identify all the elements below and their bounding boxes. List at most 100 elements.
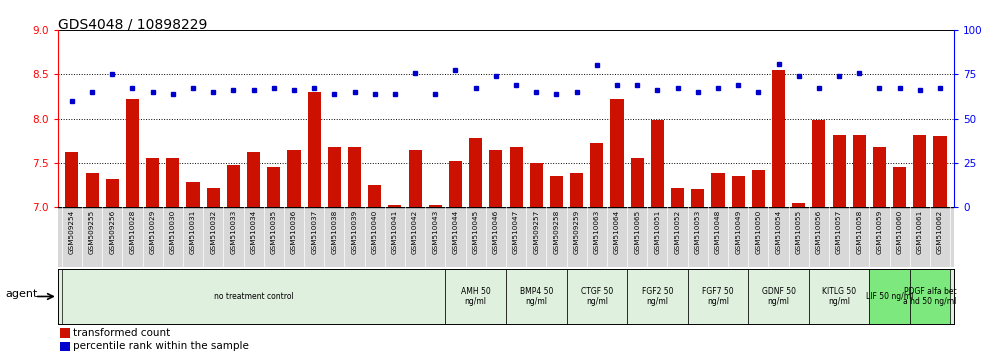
Bar [530, 163, 543, 207]
Bar [732, 176, 745, 207]
Bar [489, 149, 502, 207]
Text: KITLG 50
ng/ml: KITLG 50 ng/ml [822, 287, 857, 306]
Bar [106, 179, 119, 207]
Bar [62, 269, 445, 324]
Bar [567, 269, 627, 324]
Text: GSM510041: GSM510041 [392, 210, 398, 254]
Text: GSM510043: GSM510043 [432, 210, 438, 254]
Bar [186, 182, 199, 207]
Bar [469, 138, 482, 207]
Bar [506, 269, 567, 324]
Bar [752, 170, 765, 207]
Text: GSM509258: GSM509258 [554, 210, 560, 254]
Text: FGF7 50
ng/ml: FGF7 50 ng/ml [702, 287, 734, 306]
Text: GSM510052: GSM510052 [674, 210, 680, 254]
Bar [428, 205, 442, 207]
Bar [408, 149, 421, 207]
Bar [146, 159, 159, 207]
Bar [748, 269, 809, 324]
Bar [913, 135, 926, 207]
Bar [833, 135, 846, 207]
Bar [691, 189, 704, 207]
Text: GSM510038: GSM510038 [332, 210, 338, 254]
Bar [792, 203, 806, 207]
Text: GSM510063: GSM510063 [594, 210, 600, 254]
Text: GSM510062: GSM510062 [937, 210, 943, 254]
Bar [60, 329, 70, 338]
Text: GSM510055: GSM510055 [796, 210, 802, 254]
Text: PDGF alfa bet
a hd 50 ng/ml: PDGF alfa bet a hd 50 ng/ml [903, 287, 956, 306]
Text: transformed count: transformed count [74, 328, 170, 338]
Text: agent: agent [5, 289, 38, 299]
Bar [872, 147, 886, 207]
Text: GSM510037: GSM510037 [311, 210, 317, 254]
Text: GSM510059: GSM510059 [876, 210, 882, 254]
Bar [449, 161, 462, 207]
Bar [933, 136, 946, 207]
Bar [813, 120, 826, 207]
Bar [388, 205, 401, 207]
Bar [870, 269, 909, 324]
Bar [671, 188, 684, 207]
Bar [60, 342, 70, 351]
Text: GSM510031: GSM510031 [190, 210, 196, 254]
Text: GSM510053: GSM510053 [695, 210, 701, 254]
Text: BMP4 50
ng/ml: BMP4 50 ng/ml [520, 287, 553, 306]
Bar [893, 167, 906, 207]
Bar [369, 185, 381, 207]
Text: GSM510058: GSM510058 [857, 210, 863, 254]
Bar [247, 152, 260, 207]
Bar [687, 269, 748, 324]
Text: GSM510029: GSM510029 [149, 210, 155, 254]
Bar [630, 159, 643, 207]
Bar [550, 176, 563, 207]
Bar [611, 99, 623, 207]
Text: GSM510054: GSM510054 [776, 210, 782, 254]
Text: GSM510061: GSM510061 [917, 210, 923, 254]
Bar [809, 269, 870, 324]
Bar [650, 120, 664, 207]
Bar [445, 269, 506, 324]
Text: GSM510035: GSM510035 [271, 210, 277, 254]
Text: GSM510064: GSM510064 [614, 210, 620, 254]
Text: GSM509254: GSM509254 [69, 210, 75, 254]
Bar [627, 269, 687, 324]
Text: GDNF 50
ng/ml: GDNF 50 ng/ml [762, 287, 796, 306]
Bar [591, 143, 604, 207]
Bar [125, 99, 139, 207]
Text: GSM510032: GSM510032 [210, 210, 216, 254]
Bar [909, 269, 950, 324]
Bar [66, 152, 79, 207]
Bar [772, 70, 785, 207]
Text: GSM509256: GSM509256 [110, 210, 116, 254]
Text: no treatment control: no treatment control [214, 292, 294, 301]
Text: GSM510046: GSM510046 [493, 210, 499, 254]
Text: GSM510065: GSM510065 [634, 210, 640, 254]
Bar [570, 173, 584, 207]
Bar [853, 135, 866, 207]
Text: CTGF 50
ng/ml: CTGF 50 ng/ml [581, 287, 613, 306]
Text: GSM510030: GSM510030 [170, 210, 176, 254]
Bar [510, 147, 523, 207]
Text: GSM510036: GSM510036 [291, 210, 297, 254]
Text: LIF 50 ng/ml: LIF 50 ng/ml [866, 292, 913, 301]
Bar [227, 165, 240, 207]
Text: GSM510049: GSM510049 [735, 210, 741, 254]
Text: GSM510033: GSM510033 [230, 210, 236, 254]
Text: AMH 50
ng/ml: AMH 50 ng/ml [461, 287, 491, 306]
Bar [206, 188, 220, 207]
Bar [348, 147, 362, 207]
Text: GSM510051: GSM510051 [654, 210, 660, 254]
Bar [288, 149, 301, 207]
Bar [711, 173, 724, 207]
Text: percentile rank within the sample: percentile rank within the sample [74, 341, 249, 352]
Bar [267, 167, 280, 207]
Text: GDS4048 / 10898229: GDS4048 / 10898229 [58, 18, 207, 32]
Text: GSM509255: GSM509255 [89, 210, 95, 254]
Text: GSM510039: GSM510039 [352, 210, 358, 254]
Text: GSM510034: GSM510034 [251, 210, 257, 254]
Text: GSM510044: GSM510044 [452, 210, 458, 254]
Text: GSM509257: GSM509257 [533, 210, 539, 254]
Bar [328, 147, 341, 207]
Text: GSM510042: GSM510042 [412, 210, 418, 254]
